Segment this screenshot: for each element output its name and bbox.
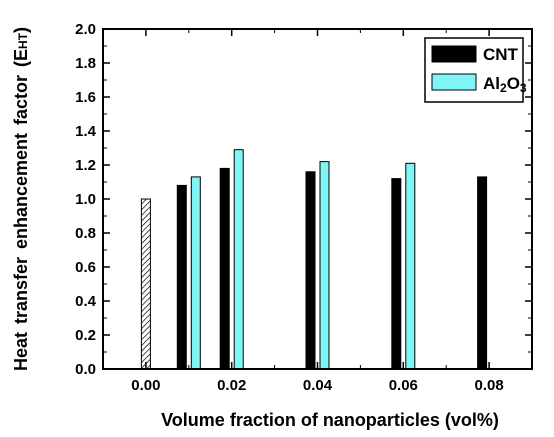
x-tick-label: 0.02 bbox=[217, 377, 246, 394]
y-axis-title-end: ) bbox=[11, 27, 31, 33]
bar-al2o3-1 bbox=[233, 149, 244, 370]
bar-al2o3-2 bbox=[319, 161, 330, 370]
x-tick-label: 0.04 bbox=[303, 377, 333, 394]
legend-label-al2o3-sub2: 2 bbox=[500, 81, 507, 95]
bar-cnt-0 bbox=[176, 184, 187, 370]
bar-al2o3-3 bbox=[405, 162, 416, 370]
y-tick-label: 1.4 bbox=[75, 123, 97, 140]
bar-cnt-2 bbox=[305, 171, 316, 370]
y-tick-label: 0.0 bbox=[75, 361, 96, 378]
y-tick-label: 0.8 bbox=[75, 225, 96, 242]
bar-cnt-4 bbox=[477, 176, 488, 370]
y-tick-label: 1.0 bbox=[75, 191, 96, 208]
legend-label-al2o3-sub3: 3 bbox=[520, 81, 527, 95]
x-tick-label: 0.08 bbox=[474, 377, 503, 394]
x-tick-label: 0.00 bbox=[131, 377, 160, 394]
baseline-bar bbox=[140, 198, 151, 370]
legend-swatch-al2o3 bbox=[431, 73, 477, 91]
y-axis-title-main: Heat transfer enhancement factor (E bbox=[11, 49, 31, 371]
x-axis: 0.00 0.02 0.04 0.06 0.08 bbox=[102, 29, 533, 394]
legend: CNT Al2O3 bbox=[424, 37, 527, 103]
y-axis-title-sub: HT bbox=[16, 32, 30, 49]
legend-label-cnt: CNT bbox=[483, 45, 519, 64]
y-tick-label: 1.8 bbox=[75, 55, 96, 72]
legend-swatch-cnt bbox=[431, 45, 477, 63]
y-tick-label: 1.6 bbox=[75, 89, 96, 106]
x-axis-title: Volume fraction of nanoparticles (vol%) bbox=[161, 410, 499, 430]
y-axis-title: Heat transfer enhancement factor (EHT) bbox=[11, 27, 31, 371]
bar-al2o3-0 bbox=[190, 176, 201, 370]
legend-label-al2o3-o: O bbox=[507, 74, 520, 93]
bar-cnt-1 bbox=[219, 167, 230, 370]
y-tick-label: 0.2 bbox=[75, 327, 96, 344]
bar-cnt-3 bbox=[391, 178, 402, 370]
y-axis: 0.0 0.2 0.4 0.6 0.8 1.0 1.2 1.4 1.6 1.8 2.0 bbox=[75, 21, 532, 378]
x-tick-label: 0.06 bbox=[389, 377, 418, 394]
y-tick-label: 2.0 bbox=[75, 21, 96, 38]
y-tick-label: 0.4 bbox=[75, 293, 97, 310]
legend-label-al2o3-al: Al bbox=[483, 74, 500, 93]
legend-label-al2o3: Al2O3 bbox=[483, 74, 527, 95]
y-tick-label: 1.2 bbox=[75, 157, 96, 174]
y-tick-label: 0.6 bbox=[75, 259, 96, 276]
